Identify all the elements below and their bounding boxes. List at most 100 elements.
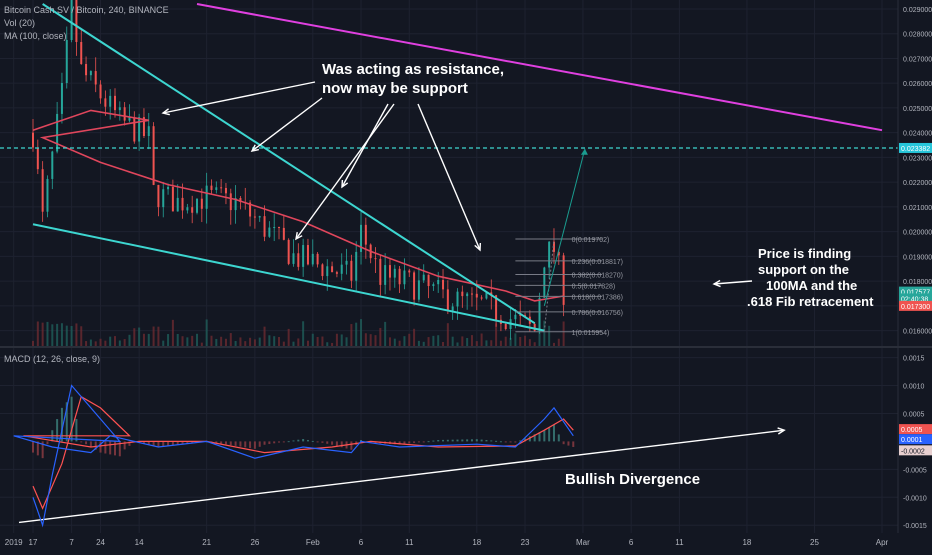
cyan-descending-resistance[interactable] [42, 3, 536, 325]
macd-histogram-bar [442, 439, 445, 442]
candle [413, 272, 416, 300]
candle [215, 187, 218, 190]
volume-bar [200, 342, 203, 347]
macd-legend[interactable]: MACD (12, 26, close, 9) [4, 354, 101, 364]
candle [504, 323, 507, 329]
candle [446, 289, 449, 311]
volume-bar [398, 340, 401, 347]
volume-bar [99, 338, 102, 347]
volume-bar [335, 333, 338, 347]
macd-histogram-bar [162, 441, 165, 447]
volume-bar [273, 336, 276, 347]
magenta-upper-resistance[interactable] [196, 3, 883, 132]
macd-histogram-bar [403, 441, 406, 445]
volume-bar [36, 321, 39, 347]
macd-histogram-bar [85, 441, 88, 445]
price-tag-label: 0.023382 [901, 146, 930, 153]
macd-histogram-bar [268, 441, 271, 445]
macd-tick-label: 0.0010 [903, 384, 925, 391]
macd-histogram-bar [466, 439, 469, 442]
candle [205, 185, 208, 209]
candle [321, 264, 324, 277]
candle [388, 265, 391, 278]
macd-histogram-bar [123, 441, 126, 450]
macd-histogram-bar [282, 441, 285, 443]
annotation-arrow-price[interactable] [713, 280, 753, 285]
macd-signal-line[interactable] [23, 395, 574, 510]
candle [118, 107, 121, 111]
fib-level-label: 0(0.019702) [572, 237, 610, 244]
volume-bar [114, 336, 117, 347]
candle [142, 117, 145, 137]
macd-histogram-bar [331, 441, 334, 445]
annotation-arrow-4[interactable] [295, 103, 395, 240]
candle [422, 274, 425, 281]
price-tick-label: 0.016000 [903, 329, 932, 336]
volume-legend[interactable]: Vol (20) [4, 18, 36, 28]
fib-level-label: 1(0.015954) [572, 330, 610, 337]
candle [297, 253, 300, 267]
candle [258, 216, 261, 218]
candle [273, 227, 276, 229]
candle [456, 291, 459, 307]
time-tick-label: 14 [135, 538, 144, 547]
macd-histogram-bar [157, 441, 160, 447]
projection-arrow[interactable] [543, 148, 586, 307]
volume-bar [85, 341, 88, 347]
volume-bar [205, 319, 208, 347]
candle [56, 113, 59, 152]
volume-bar [316, 336, 319, 347]
volume-bar [138, 327, 141, 347]
annotation-arrow-2[interactable] [251, 97, 323, 152]
volume-bar [229, 333, 232, 347]
candle [171, 186, 174, 212]
volume-bar [485, 340, 488, 347]
volume-bar [41, 322, 44, 347]
macd-histogram-bar [572, 441, 575, 447]
macd-histogram-bar [181, 441, 184, 445]
candle [263, 216, 266, 237]
cyan-lower-wedge[interactable] [32, 223, 545, 332]
ma-legend[interactable]: MA (100, close) [4, 31, 67, 41]
annotation-arrow-3[interactable] [341, 103, 389, 188]
time-tick-label: 17 [29, 538, 38, 547]
candle [138, 117, 141, 142]
macd-histogram-bar [109, 441, 112, 455]
candle [70, 0, 73, 41]
candle [80, 42, 83, 65]
macd-histogram-bar [258, 441, 261, 447]
volume-bar [543, 320, 546, 347]
candle [128, 117, 131, 121]
macd-histogram-bar [80, 441, 83, 443]
volume-bar [186, 337, 189, 347]
volume-bar [528, 339, 531, 347]
candle [109, 95, 112, 107]
symbol-legend[interactable]: Bitcoin Cash SV / Bitcoin, 240, BINANCE [4, 5, 169, 15]
ma-100-line[interactable] [32, 109, 564, 302]
macd-line[interactable] [13, 384, 574, 528]
macd-histogram-bar [369, 441, 372, 443]
volume-bar [171, 319, 174, 347]
divergence-arrow[interactable] [18, 429, 785, 524]
annotation-arrow-1[interactable] [162, 81, 316, 114]
candle [548, 241, 551, 268]
candle [514, 314, 517, 320]
volume-bar [461, 336, 464, 347]
annotation-arrow-5[interactable] [417, 103, 481, 251]
candle [340, 264, 343, 274]
candle [538, 297, 541, 331]
macd-histogram-bar [456, 439, 459, 442]
macd-histogram-bar [302, 439, 305, 442]
macd-histogram-bar [253, 441, 256, 449]
candle [224, 187, 227, 194]
candle [427, 274, 430, 287]
candle [104, 98, 107, 107]
candle [311, 253, 314, 265]
volume-bar [340, 334, 343, 347]
macd-histogram-bar [249, 441, 252, 449]
candle [335, 272, 338, 274]
candle [191, 207, 194, 213]
macd-histogram-bar [321, 441, 324, 443]
candle [374, 258, 377, 260]
